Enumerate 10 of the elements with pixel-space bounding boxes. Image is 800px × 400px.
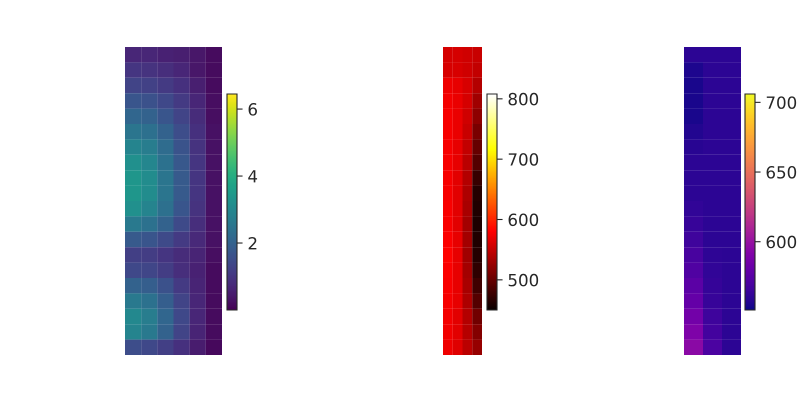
color-bar-label: 700 bbox=[766, 96, 796, 109]
color-bar-label: 600 bbox=[508, 213, 538, 226]
color-bar-label: 6 bbox=[248, 103, 257, 116]
color-bar-label: 4 bbox=[248, 170, 258, 182]
color-bar-label: 700 bbox=[508, 153, 538, 166]
color-bar-label: 500 bbox=[508, 274, 538, 286]
color-bar-label: 600 bbox=[766, 236, 796, 248]
color-bar-label: 650 bbox=[766, 166, 796, 179]
color-bar-label: 800 bbox=[508, 92, 538, 106]
color-bar-label: 2 bbox=[248, 236, 256, 250]
